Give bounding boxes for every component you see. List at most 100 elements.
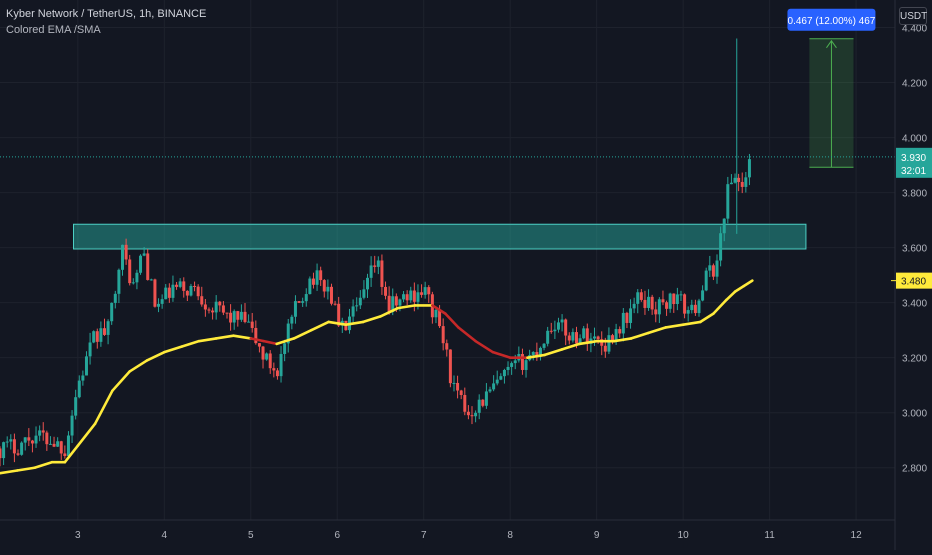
candle-body (106, 321, 110, 335)
x-tick-label: 7 (421, 530, 427, 541)
price-badges: 3.930 32:01 3.480 (891, 147, 932, 289)
candle-body (409, 290, 413, 301)
ema-segment (733, 284, 745, 293)
candle-body (672, 293, 676, 305)
candle-body (30, 440, 34, 444)
candle-body (171, 284, 175, 298)
candle-body (56, 441, 60, 447)
candle-body (719, 233, 723, 261)
candle-body (661, 299, 665, 303)
measure-label[interactable]: 0.467 (12.00%) 467 (788, 16, 876, 27)
ema-segment (145, 350, 166, 362)
candle-body (701, 290, 705, 301)
x-tick-label: 12 (851, 530, 863, 541)
y-tick-label: 3.400 (902, 299, 927, 310)
candle-body (110, 302, 114, 322)
candle-body (737, 177, 741, 182)
candle-body (578, 338, 582, 344)
resistance-zone[interactable] (73, 223, 807, 250)
ema-segment (310, 320, 330, 332)
candle-body (693, 304, 697, 314)
candle-body (279, 353, 283, 377)
candle-body (272, 368, 276, 371)
candle-body (88, 342, 92, 357)
last-price-countdown: 32:01 (901, 166, 926, 177)
x-tick-label: 3 (75, 530, 81, 541)
y-tick-label: 4.000 (902, 134, 927, 145)
candle-body (131, 282, 135, 284)
candle-body (373, 265, 377, 267)
candle-body (412, 290, 416, 302)
candle-body (477, 399, 481, 413)
ema-segment (262, 339, 279, 346)
price-range-measure[interactable]: 0.467 (12.00%) 467 (787, 8, 876, 168)
candle-body (135, 272, 139, 283)
ema-segment (742, 279, 754, 288)
candle-body (729, 182, 733, 185)
candle-body (441, 326, 445, 344)
candle-body (560, 319, 564, 323)
ema-segment (712, 298, 728, 315)
candle-body (157, 303, 161, 307)
candle-body (481, 399, 485, 406)
ema-segment (396, 304, 417, 310)
candle-body (448, 349, 452, 384)
ema-segment (725, 290, 737, 302)
ema-segment (491, 350, 512, 359)
candle-body (283, 343, 287, 354)
ema-segment (128, 359, 149, 373)
indicator-name[interactable]: Colored EMA /SMA (6, 24, 101, 36)
candle-body (380, 260, 384, 287)
candle-body (225, 312, 229, 314)
ema-segment (214, 334, 235, 340)
candle-body (139, 255, 143, 273)
time-axis[interactable]: 3 4 5 6 7 8 9 10 11 12 (0, 519, 895, 541)
candle-body (243, 311, 247, 322)
candle-body (394, 296, 398, 306)
candle-body (211, 310, 215, 313)
candle-body (275, 370, 279, 377)
ema-segment (93, 389, 114, 426)
candle-body (567, 335, 571, 341)
candle-body (571, 332, 575, 341)
candle-body (366, 277, 370, 290)
ema-segment (457, 326, 477, 343)
candle-body (293, 301, 297, 317)
candle-body (542, 343, 546, 348)
ema-segment (444, 312, 460, 329)
candle-body (398, 299, 402, 306)
candle-body (402, 294, 406, 300)
candle-body (733, 177, 737, 183)
candle-body (84, 356, 88, 376)
candle-body (513, 360, 517, 364)
candle-body (45, 432, 49, 445)
candle-body (470, 415, 474, 417)
ema-segment (629, 331, 650, 340)
candle-body (236, 311, 240, 320)
x-tick-label: 10 (678, 530, 690, 541)
symbol-title[interactable]: Kyber Network / TetherUS, 1h, BINANCE (6, 8, 207, 20)
candle-body (178, 281, 182, 287)
candle-body (416, 292, 420, 302)
candle-body (311, 278, 315, 285)
candle-body (326, 286, 330, 292)
y-tick-label: 3.200 (902, 354, 927, 365)
candle-body (535, 351, 539, 357)
candle-body (463, 395, 467, 412)
grid (0, 0, 895, 520)
candle-body (747, 159, 751, 178)
candle-body (740, 181, 744, 187)
y-tick-label: 4.200 (902, 79, 927, 90)
candle-body (391, 296, 395, 312)
measure-label-box[interactable] (787, 8, 876, 31)
candle-body (484, 391, 488, 406)
candle-body (434, 309, 438, 318)
candle-body (16, 453, 20, 455)
candle-body (488, 389, 492, 392)
candle-body (185, 290, 189, 296)
y-tick-label: 2.800 (902, 464, 927, 475)
currency-badge[interactable]: USDT (899, 7, 927, 25)
ema-segment (699, 312, 715, 324)
